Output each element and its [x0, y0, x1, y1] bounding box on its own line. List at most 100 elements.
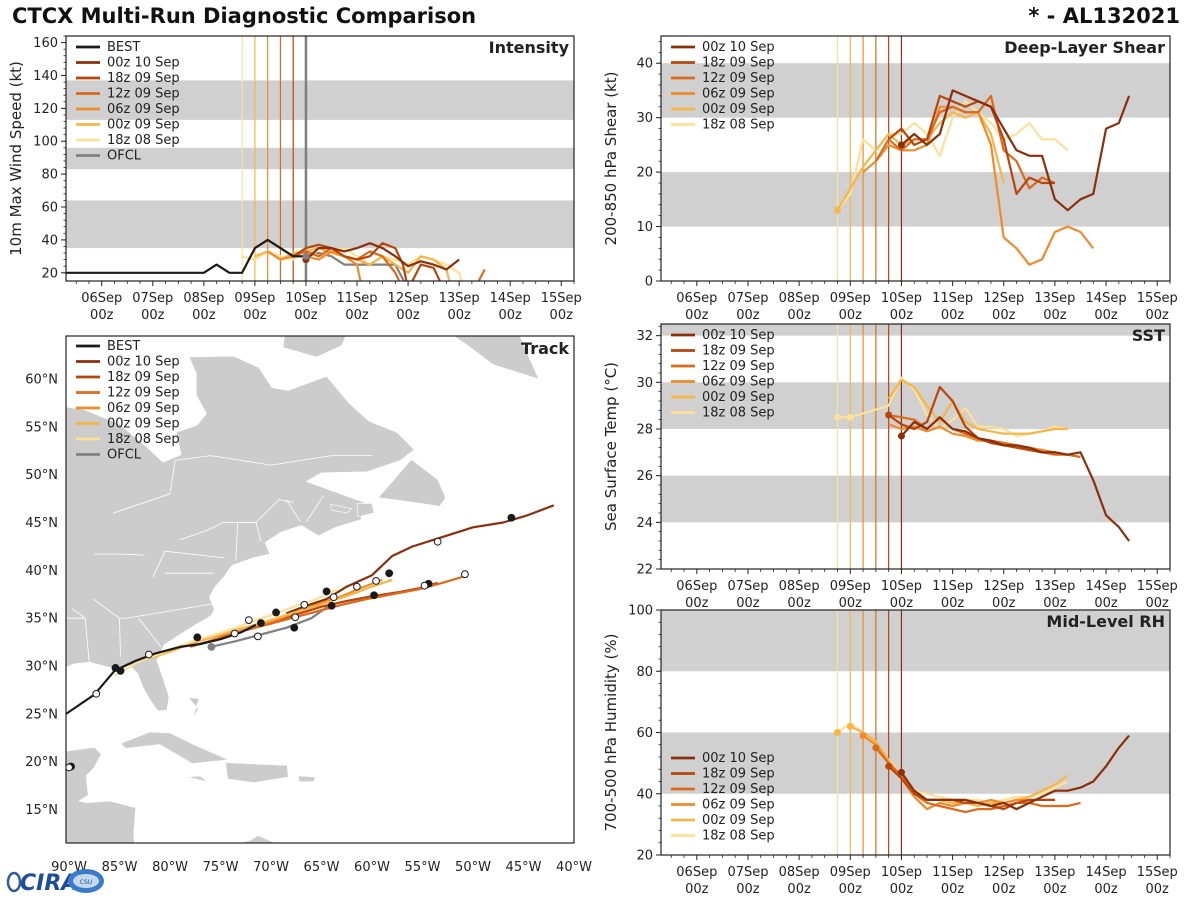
track-point-best: [257, 619, 265, 627]
storm-id: * - AL132021: [1028, 4, 1180, 28]
track-map-area: [66, 336, 555, 843]
track-point-best: [272, 608, 280, 617]
track-legend-label-00z-10-sep: 00z 10 Sep: [107, 355, 180, 370]
track-point-best: [290, 623, 299, 632]
sst-marker-18z-08-sep: [846, 413, 854, 421]
shear-legend-label-00z-10-sep: 00z 10 Sep: [702, 40, 775, 55]
intensity-xtick-label-hour: 00z: [396, 308, 420, 323]
rh-marker-00z-09-sep: [833, 729, 841, 736]
shear-ytick-label: 10: [636, 220, 653, 235]
rh-xtick-label-hour: 00z: [1146, 882, 1170, 897]
rh-xtick-label-hour: 00z: [787, 882, 811, 897]
rh-plot-area: [661, 610, 1170, 855]
intensity-plot-area: [66, 36, 574, 281]
sst-frame: [660, 323, 1171, 570]
cira-logo: CIRA CSU: [6, 869, 104, 896]
boundary-line: [175, 455, 372, 466]
intensity-legend-label-18z-09-sep: 18z 09 Sep: [107, 71, 180, 86]
sst-legend-label-18z-08-sep: 18z 08 Sep: [702, 406, 775, 421]
rh-ytick-label: 60: [636, 726, 653, 741]
boundary-line: [152, 550, 225, 578]
shear-panel-title: Deep-Layer Shear: [1004, 38, 1165, 57]
shear-plot-area: [661, 36, 1170, 281]
rh-series-00z-10-sep: [900, 734, 1130, 811]
intensity-ytick-label: 60: [41, 201, 58, 216]
shear-legend-label-12z-09-sep: 12z 09 Sep: [702, 71, 775, 86]
track-legend-label-00z-09-sep: 00z 09 Sep: [107, 417, 180, 432]
track-point-ofcl: [291, 613, 300, 622]
track-lon-label: 50°W: [455, 860, 491, 875]
shear-xtick-label-day: 13Sep: [1034, 291, 1075, 306]
intensity-legend-label-00z-10-sep: 00z 10 Sep: [107, 56, 180, 71]
rh-ytick-label: 20: [636, 849, 653, 864]
rh-legend-label-00z-10-sep: 00z 10 Sep: [702, 751, 775, 766]
track-point-ofcl: [372, 576, 380, 585]
track-legend-label-ofcl: OFCL: [107, 448, 142, 463]
boundary-line: [113, 460, 176, 514]
track-lat-label: 45°N: [25, 516, 58, 531]
shear-ytick-label: 0: [645, 275, 653, 290]
rh-xtick-label-day: 12Sep: [983, 865, 1024, 880]
sst-ytick-label: 28: [636, 423, 653, 438]
track-lat-label: 60°N: [25, 373, 58, 388]
intensity-panel: 20 40 60 80 100 120 140 160 06Sep 00z 07Sep 00z 08Se…: [7, 35, 582, 323]
boundary-line: [94, 553, 145, 556]
shear-legend-label-06z-09-sep: 06z 09 Sep: [702, 87, 775, 102]
rh-xtick-label-hour: 00z: [1043, 882, 1067, 897]
sst-xtick-label-day: 15Sep: [1137, 579, 1178, 594]
rh-xtick-label-hour: 00z: [839, 882, 863, 897]
shear-xtick-label-day: 10Sep: [881, 291, 922, 306]
intensity-shaded-band: [66, 147, 574, 170]
sst-legend-label-18z-09-sep: 18z 09 Sep: [702, 344, 775, 359]
rh-legend-label-18z-09-sep: 18z 09 Sep: [702, 767, 775, 782]
shear-series-00z-10-sep: [900, 89, 1131, 212]
shear-xtick-label-day: 15Sep: [1137, 291, 1178, 306]
rh-xtick-label-day: 09Sep: [830, 865, 871, 880]
intensity-xtick-label-day: 11Sep: [336, 291, 377, 306]
track-lat-label: 50°N: [25, 468, 58, 483]
puerto-rico-land: [297, 775, 316, 783]
rh-legend-label-00z-09-sep: 00z 09 Sep: [702, 813, 775, 828]
north-america-land: [66, 355, 415, 712]
sst-legend-label-12z-09-sep: 12z 09 Sep: [702, 359, 775, 374]
rh-series-18z-09-sep: [887, 765, 1055, 811]
intensity-xtick-label-day: 13Sep: [439, 291, 480, 306]
shear-legend-label-00z-09-sep: 00z 09 Sep: [702, 102, 775, 117]
track-point-ofcl: [244, 616, 253, 625]
shear-ytick-label: 30: [636, 111, 653, 126]
track-panel-title: Track: [521, 339, 569, 358]
rh-marker-18z-09-sep: [885, 762, 893, 770]
intensity-xtick-label-day: 10Sep: [285, 291, 326, 306]
shear-ylabel: 200-850 hPa Shear (kt): [602, 72, 620, 246]
rh-marker-00z-09-sep: [846, 722, 854, 730]
shear-xtick-label-day: 12Sep: [983, 291, 1024, 306]
intensity-xtick-label-day: 09Sep: [234, 291, 275, 306]
track-lat-label: 40°N: [25, 564, 58, 579]
track-lat-label: 35°N: [25, 612, 58, 627]
intensity-xtick-label-hour: 00z: [90, 308, 114, 323]
sst-xtick-label-day: 11Sep: [932, 579, 973, 594]
shear-xtick-label-hour: 00z: [941, 308, 965, 323]
sst-legend-label-00z-10-sep: 00z 10 Sep: [702, 328, 775, 343]
track-point-ofcl: [420, 581, 429, 590]
intensity-xtick-label-day: 14Sep: [490, 291, 531, 306]
sst-xtick-label-day: 12Sep: [983, 579, 1024, 594]
intensity-series-18z-09-sep: [292, 242, 442, 281]
sst-xtick-label-hour: 00z: [941, 596, 965, 611]
rh-ytick-label: 40: [636, 787, 653, 802]
track-lon-label: 85°W: [102, 860, 138, 875]
rh-xtick-label-day: 13Sep: [1034, 865, 1075, 880]
rh-series-00z-09-sep: [849, 725, 1069, 808]
track-lon-label: 60°W: [354, 860, 390, 875]
rh-shaded-band: [661, 732, 1170, 794]
sst-legend-label-00z-09-sep: 00z 09 Sep: [702, 390, 775, 405]
intensity-xtick-label-hour: 00z: [243, 308, 267, 323]
bahamas-land: [187, 697, 200, 719]
pei-land: [330, 504, 353, 514]
south-america-land: [238, 834, 277, 843]
track-point-ofcl: [433, 537, 442, 546]
sst-xtick-label-day: 10Sep: [881, 579, 922, 594]
boundary-line: [93, 598, 121, 657]
track-lat-label: 20°N: [25, 755, 58, 770]
intensity-legend-label-12z-09-sep: 12z 09 Sep: [107, 87, 180, 102]
